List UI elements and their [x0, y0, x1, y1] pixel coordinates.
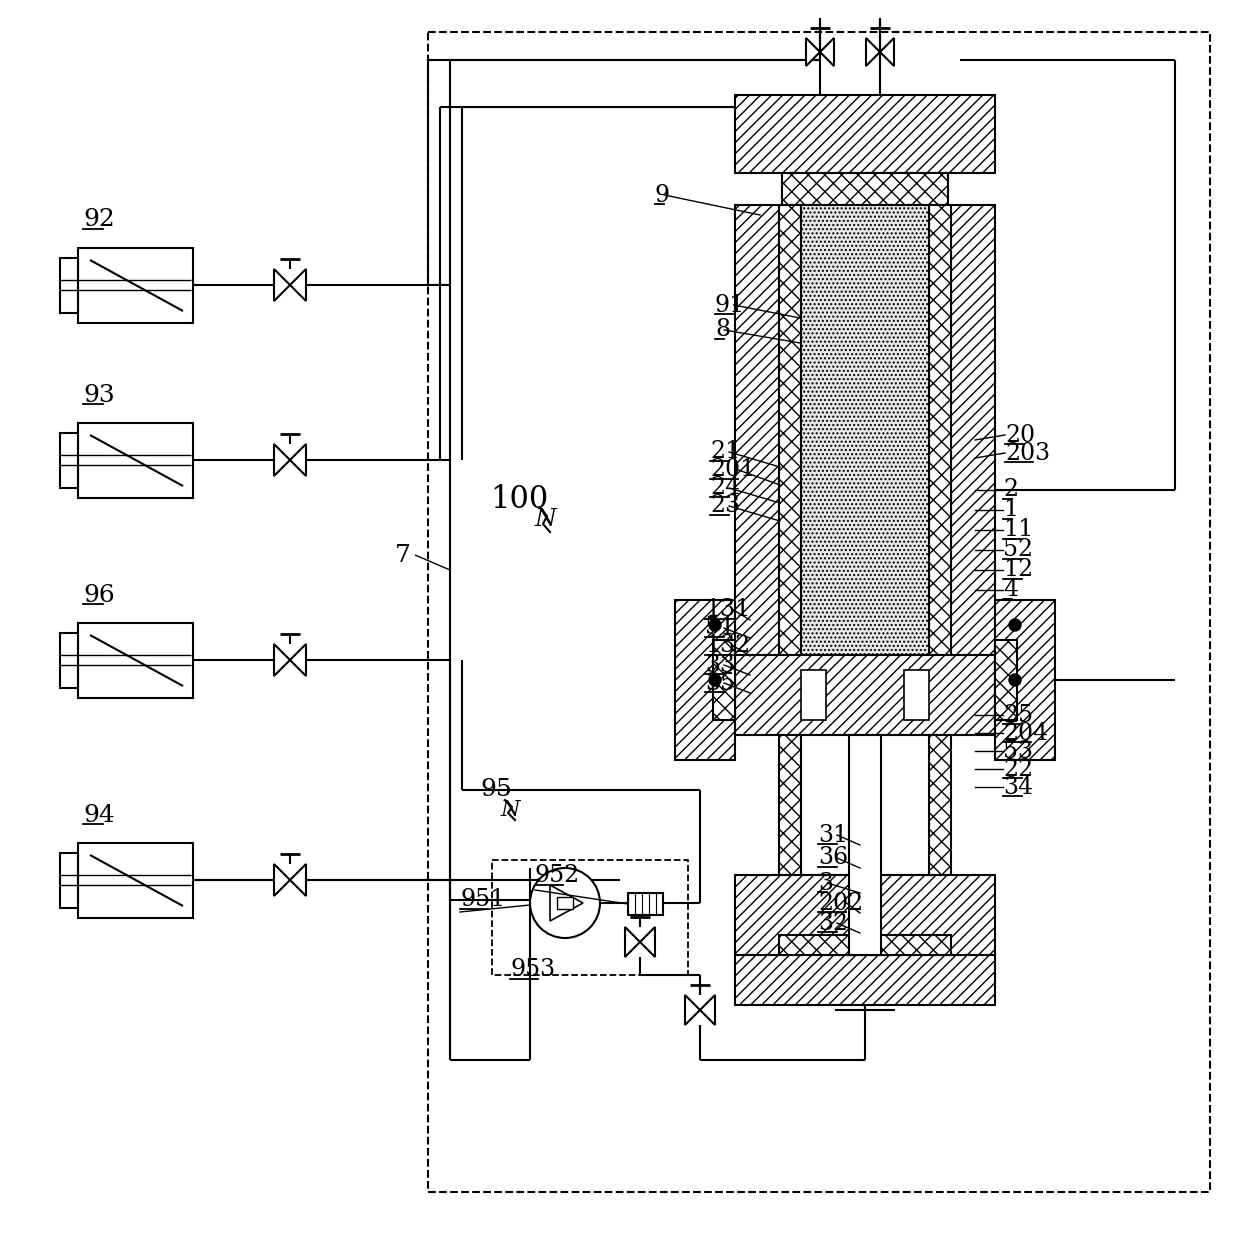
Bar	[735, 95, 994, 173]
Text: 204: 204	[1003, 722, 1048, 744]
Text: 3: 3	[818, 871, 833, 895]
Polygon shape	[640, 927, 655, 958]
Text: 9: 9	[655, 184, 670, 206]
Polygon shape	[274, 444, 290, 476]
Text: 93: 93	[83, 384, 115, 406]
Bar	[929, 205, 951, 655]
Bar	[779, 935, 951, 955]
Text: 8: 8	[715, 318, 730, 342]
Bar	[994, 600, 1055, 760]
Text: 203: 203	[1004, 442, 1050, 464]
Text: 24: 24	[711, 476, 740, 500]
Text: 11: 11	[1003, 518, 1033, 542]
Text: 952: 952	[534, 865, 580, 887]
Bar	[801, 670, 826, 719]
Polygon shape	[274, 864, 290, 896]
Bar	[675, 600, 735, 760]
Circle shape	[709, 674, 720, 686]
Text: 12: 12	[1003, 559, 1033, 581]
Bar	[60, 258, 78, 313]
Polygon shape	[820, 38, 835, 65]
Polygon shape	[806, 38, 820, 65]
Text: 92: 92	[83, 209, 115, 232]
Bar	[78, 843, 193, 918]
Bar	[849, 735, 880, 955]
Text: 22: 22	[1003, 758, 1033, 780]
Bar	[60, 853, 78, 908]
Text: 2: 2	[1003, 479, 1018, 501]
Polygon shape	[290, 644, 306, 676]
Bar	[713, 640, 735, 719]
Text: 32: 32	[818, 912, 848, 934]
Bar	[779, 205, 801, 655]
Polygon shape	[684, 995, 701, 1025]
Bar	[735, 205, 779, 655]
Polygon shape	[274, 644, 290, 676]
Text: 34: 34	[1003, 775, 1033, 798]
Polygon shape	[290, 269, 306, 301]
Text: 202: 202	[818, 891, 863, 914]
Bar	[60, 633, 78, 689]
Text: 51: 51	[706, 617, 735, 639]
Text: 52: 52	[1003, 538, 1033, 561]
Text: 21: 21	[711, 441, 740, 464]
Polygon shape	[625, 927, 640, 958]
Text: 20: 20	[1004, 423, 1035, 447]
Polygon shape	[880, 38, 894, 65]
Bar	[78, 623, 193, 698]
Text: 953: 953	[510, 959, 556, 981]
Text: 7: 7	[396, 543, 410, 566]
Bar	[735, 875, 994, 955]
Polygon shape	[274, 269, 290, 301]
Text: 33: 33	[706, 654, 735, 676]
Bar	[735, 955, 994, 1004]
Bar	[929, 735, 951, 875]
Circle shape	[1009, 619, 1021, 631]
Text: 131: 131	[706, 598, 750, 622]
Text: 36: 36	[818, 847, 848, 870]
Polygon shape	[866, 38, 880, 65]
Polygon shape	[701, 995, 715, 1025]
Circle shape	[709, 619, 720, 631]
Bar	[904, 670, 929, 719]
Polygon shape	[551, 885, 583, 921]
Bar	[951, 205, 994, 655]
Text: 25: 25	[1003, 703, 1033, 727]
Text: 100: 100	[490, 485, 548, 516]
Text: 95: 95	[480, 779, 512, 802]
Text: 94: 94	[83, 803, 115, 827]
Bar	[994, 640, 1017, 719]
Bar	[779, 735, 801, 875]
Bar	[557, 897, 573, 909]
Bar	[735, 655, 994, 735]
Bar	[78, 423, 193, 499]
Bar	[78, 248, 193, 323]
Circle shape	[1009, 674, 1021, 686]
Text: N: N	[534, 508, 556, 532]
Text: 951: 951	[460, 888, 505, 912]
Bar	[801, 735, 929, 875]
Polygon shape	[290, 444, 306, 476]
Circle shape	[529, 868, 600, 938]
Text: 132: 132	[706, 634, 750, 658]
Bar	[60, 433, 78, 487]
Text: 91: 91	[715, 294, 745, 316]
Bar	[801, 205, 929, 655]
Text: 53: 53	[1003, 739, 1033, 763]
Text: 23: 23	[711, 495, 740, 517]
Text: 35: 35	[706, 671, 735, 695]
Bar	[782, 173, 949, 205]
Text: 96: 96	[83, 584, 115, 606]
Text: N: N	[500, 798, 520, 821]
Text: 201: 201	[711, 459, 755, 481]
Bar	[627, 893, 663, 914]
Text: 31: 31	[818, 823, 848, 847]
Polygon shape	[290, 864, 306, 896]
Text: 4: 4	[1003, 579, 1018, 601]
Text: 1: 1	[1003, 499, 1018, 522]
